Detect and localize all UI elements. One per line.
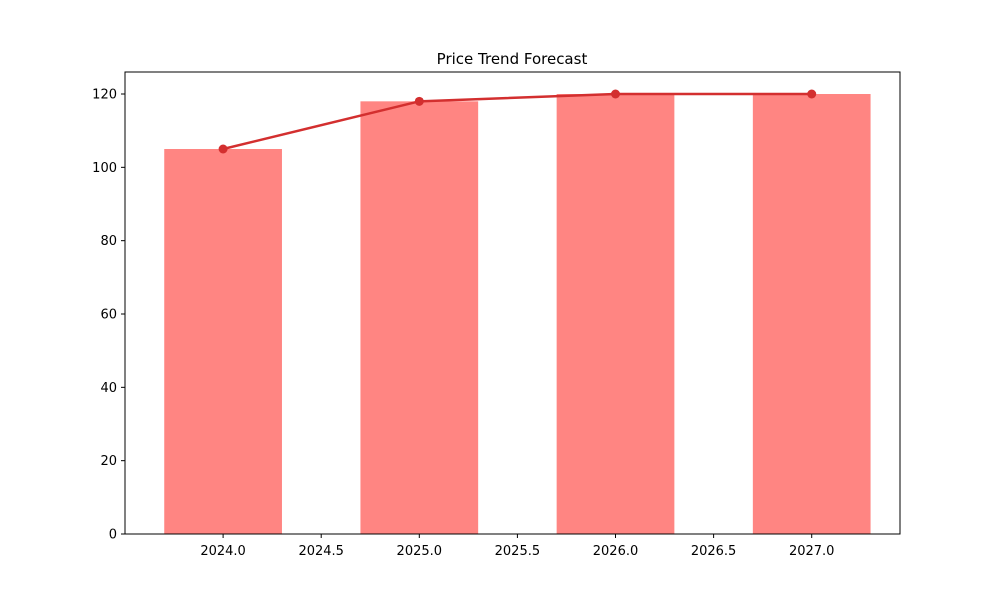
x-tick-label: 2025.5 [495,544,541,559]
trend-point-2024 [218,144,228,154]
x-tick-label: 2024.0 [200,544,246,559]
x-tick-label: 2025.0 [397,544,443,559]
chart-title: Price Trend Forecast [437,50,588,68]
plot-frame [124,71,901,535]
y-axis: 0 20 40 60 80 100 120 [92,88,125,543]
y-tick-label: 120 [92,88,117,103]
x-tick-label: 2027.0 [789,544,835,559]
x-tick-label: 2024.5 [298,544,344,559]
y-tick-label: 60 [100,308,117,323]
bar-2025 [360,101,479,534]
y-tick-label: 80 [100,234,117,249]
trend-line [222,92,812,151]
x-axis: 2024.0 2024.5 2025.0 2025.5 2026.0 2026.5 2027… [200,534,834,559]
bar-2024 [164,149,282,534]
bar-2026 [556,94,675,534]
bar-2027 [752,94,871,534]
x-tick-label: 2026.0 [593,544,639,559]
y-tick-label: 0 [109,528,117,543]
x-tick-label: 2026.5 [691,544,737,559]
trend-point-2025 [414,96,424,106]
trend-point-2027 [807,89,817,99]
y-tick-label: 40 [100,381,117,396]
trend-point-2026 [611,89,621,99]
bars-group [164,94,871,534]
y-tick-label: 100 [92,161,117,176]
y-tick-label: 20 [100,454,117,469]
trend-line-group [218,89,817,154]
